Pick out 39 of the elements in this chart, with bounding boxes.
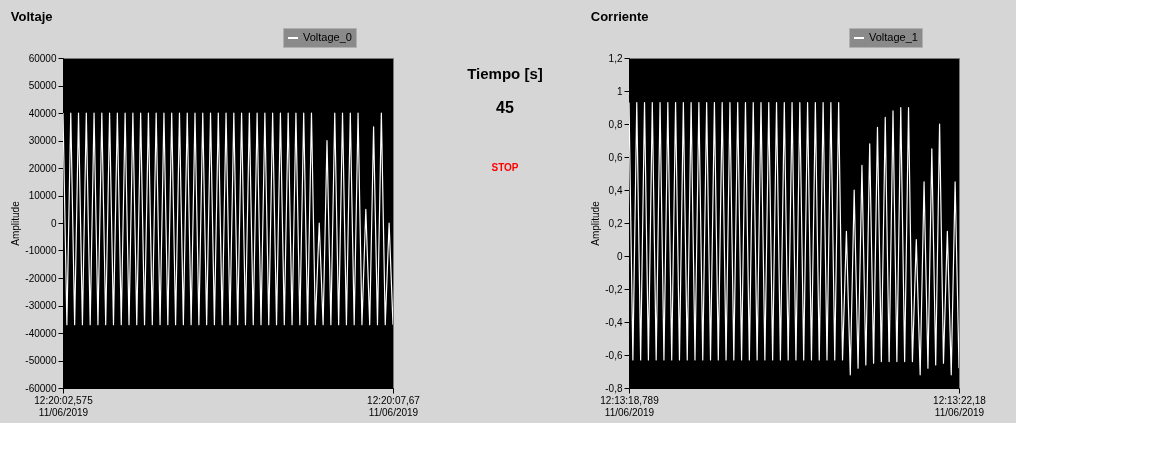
y-tick-label: 20000: [28, 162, 57, 174]
line-series: [63, 112, 393, 326]
text: 45: [496, 99, 514, 116]
y-tick-label: 60000: [28, 52, 57, 64]
y-tick-label: 50000: [28, 80, 57, 91]
chart-title: Voltaje: [10, 8, 53, 24]
y-tick-label: 1: [616, 85, 623, 97]
legend-label: Voltage_1: [869, 31, 918, 43]
y-tick-label: -0,6: [605, 349, 623, 361]
y-tick-label: -0,4: [605, 316, 623, 328]
y-tick-label: 10000: [28, 190, 57, 201]
chart-title: Corriente: [590, 8, 649, 24]
y-tick-label: -20000: [25, 272, 57, 284]
x-tick-label: 12:13:18,789 11/06/2019: [600, 394, 660, 418]
y-tick-label: 0,2: [608, 217, 623, 229]
y-tick-label: 0,4: [608, 184, 623, 196]
y-tick-label: -60000: [25, 382, 57, 394]
y-tick-label: -0,2: [605, 283, 623, 295]
line-series: [629, 101, 959, 376]
y-axis-title: Amplitude: [590, 200, 602, 246]
y-tick-label: -0,8: [605, 382, 623, 394]
y-tick-label: 0: [616, 250, 623, 262]
y-tick-label: 0,6: [608, 151, 623, 163]
x-tick-label: 12:13:22,18 11/06/2019: [933, 394, 987, 418]
y-tick-label: -30000: [25, 300, 57, 311]
y-tick-label: -50000: [25, 355, 57, 366]
y-tick-label: -40000: [25, 327, 57, 339]
y-tick-label: 40000: [28, 107, 57, 119]
text: Tiempo [s]: [467, 65, 543, 82]
y-tick-label: 1,2: [608, 52, 623, 64]
y-tick-label: 0,8: [608, 118, 623, 130]
x-tick-label: 12:20:07,67 11/06/2019: [367, 394, 421, 418]
y-tick-label: 0: [50, 217, 57, 229]
y-tick-label: 30000: [28, 135, 57, 146]
text: STOP: [491, 162, 519, 173]
legend-label: Voltage_0: [303, 31, 352, 43]
x-tick-label: 12:20:02,575 11/06/2019: [34, 394, 94, 418]
y-axis-title: Amplitude: [10, 200, 22, 246]
y-tick-label: -10000: [25, 245, 57, 256]
